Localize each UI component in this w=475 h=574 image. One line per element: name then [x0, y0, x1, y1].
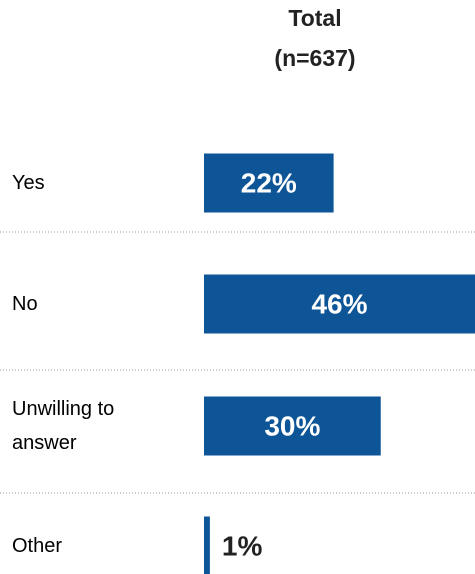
category-label-box: No: [12, 293, 38, 315]
value-label: 46%: [311, 288, 367, 319]
chart-title: Total: [288, 5, 341, 31]
bar: [204, 516, 210, 574]
category-label: Unwilling to answer: [12, 398, 115, 454]
category-label: Other: [12, 535, 63, 557]
bar: [204, 274, 475, 334]
value-label: 22%: [241, 167, 297, 198]
chart-subtitle: (n=637): [274, 45, 355, 71]
category-label: Yes: [12, 172, 45, 194]
bar: [204, 396, 381, 456]
value-label: 1%: [222, 530, 263, 561]
category-label: No: [12, 293, 38, 315]
category-label-box: Yes: [12, 172, 45, 194]
category-label-box: Other: [12, 535, 63, 557]
value-label: 30%: [264, 410, 320, 441]
bar: [204, 153, 334, 213]
category-label-box: Unwilling to answer: [12, 398, 115, 454]
